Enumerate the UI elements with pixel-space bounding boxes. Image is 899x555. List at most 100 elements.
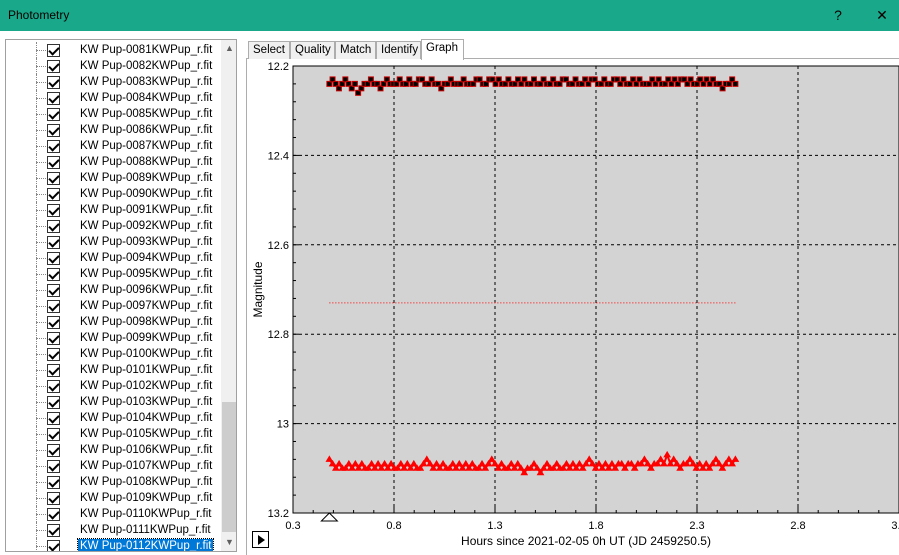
x-tick-label: 0.3 bbox=[285, 520, 300, 532]
target-point bbox=[348, 464, 356, 471]
file-checkbox[interactable] bbox=[47, 204, 60, 217]
file-list-item[interactable]: KW Pup-0109KWPup_r.fit bbox=[6, 490, 220, 506]
comparison-point bbox=[620, 76, 627, 83]
file-checkbox[interactable] bbox=[47, 44, 60, 57]
file-list-item[interactable]: KW Pup-0098KWPup_r.fit bbox=[6, 314, 220, 330]
file-label: KW Pup-0082KWPup_r.fit bbox=[80, 60, 213, 72]
file-checkbox[interactable] bbox=[47, 396, 60, 409]
file-checkbox[interactable] bbox=[47, 188, 60, 201]
tree-branch bbox=[36, 82, 48, 83]
file-list-item[interactable]: KW Pup-0103KWPup_r.fit bbox=[6, 394, 220, 410]
file-checkbox[interactable] bbox=[47, 332, 60, 345]
close-button[interactable]: ✕ bbox=[876, 7, 888, 23]
file-list-item[interactable]: KW Pup-0108KWPup_r.fit bbox=[6, 474, 220, 490]
file-checkbox[interactable] bbox=[47, 60, 60, 73]
comparison-point bbox=[716, 80, 723, 87]
tree-branch bbox=[36, 130, 48, 131]
file-checkbox[interactable] bbox=[47, 460, 60, 473]
target-point bbox=[601, 459, 610, 467]
file-checkbox[interactable] bbox=[47, 284, 60, 297]
file-list-item[interactable]: KW Pup-0095KWPup_r.fit bbox=[6, 266, 220, 282]
file-checkbox[interactable] bbox=[47, 524, 60, 537]
scroll-up-arrow-icon[interactable]: ▲ bbox=[225, 43, 234, 53]
file-list-item[interactable]: KW Pup-0105KWPup_r.fit bbox=[6, 426, 220, 442]
file-checkbox[interactable] bbox=[47, 428, 60, 441]
file-list-item[interactable]: KW Pup-0110KWPup_r.fit bbox=[6, 506, 220, 522]
file-list-item[interactable]: KW Pup-0085KWPup_r.fit bbox=[6, 106, 220, 122]
target-point bbox=[598, 464, 607, 471]
file-checkbox[interactable] bbox=[47, 540, 60, 551]
file-list-item[interactable]: KW Pup-0093KWPup_r.fit bbox=[6, 234, 220, 250]
file-list-item[interactable]: KW Pup-0090KWPup_r.fit bbox=[6, 186, 220, 202]
file-list-item[interactable]: KW Pup-0088KWPup_r.fit bbox=[6, 154, 220, 170]
target-point bbox=[448, 459, 457, 467]
file-list[interactable]: KW Pup-0081KWPup_r.fit KW Pup-0082KWPup_r… bbox=[5, 39, 237, 552]
play-button[interactable] bbox=[252, 531, 269, 548]
file-checkbox[interactable] bbox=[47, 380, 60, 393]
file-checkbox[interactable] bbox=[47, 124, 60, 137]
tree-branch bbox=[36, 466, 48, 467]
file-list-item[interactable]: KW Pup-0082KWPup_r.fit bbox=[6, 58, 220, 74]
file-checkbox[interactable] bbox=[47, 300, 60, 313]
tab-graph[interactable]: Graph bbox=[421, 39, 464, 60]
comparison-point bbox=[521, 76, 528, 83]
target-point bbox=[718, 464, 727, 471]
file-list-item[interactable]: KW Pup-0101KWPup_r.fit bbox=[6, 362, 220, 378]
file-list-item[interactable]: KW Pup-0106KWPup_r.fit bbox=[6, 442, 220, 458]
tab-match[interactable]: Match bbox=[335, 41, 376, 59]
file-list-item[interactable]: KW Pup-0111KWPup_r.fit bbox=[6, 522, 220, 538]
time-marker-icon[interactable] bbox=[320, 512, 339, 522]
file-list-item[interactable]: KW Pup-0112KWPup_r.fit bbox=[6, 538, 220, 551]
file-checkbox[interactable] bbox=[47, 156, 60, 169]
file-list-item[interactable]: KW Pup-0100KWPup_r.fit bbox=[6, 346, 220, 362]
file-checkbox[interactable] bbox=[47, 172, 60, 185]
target-point bbox=[458, 464, 467, 471]
tab-select[interactable]: Select bbox=[248, 41, 290, 59]
tab-quality[interactable]: Quality bbox=[290, 41, 335, 59]
file-list-item[interactable]: KW Pup-0091KWPup_r.fit bbox=[6, 202, 220, 218]
tab-identify[interactable]: Identify bbox=[376, 41, 421, 59]
scroll-thumb[interactable] bbox=[222, 402, 236, 532]
file-checkbox[interactable] bbox=[47, 268, 60, 281]
file-checkbox[interactable] bbox=[47, 492, 60, 505]
file-checkbox[interactable] bbox=[47, 252, 60, 265]
file-list-scrollbar[interactable]: ▲ ▼ bbox=[221, 40, 236, 551]
comparison-point bbox=[665, 76, 672, 83]
comparison-point bbox=[527, 80, 534, 87]
file-checkbox[interactable] bbox=[47, 444, 60, 457]
file-checkbox[interactable] bbox=[47, 364, 60, 377]
scroll-down-arrow-icon[interactable]: ▼ bbox=[225, 537, 234, 547]
target-point bbox=[504, 464, 512, 471]
file-list-item[interactable]: KW Pup-0092KWPup_r.fit bbox=[6, 218, 220, 234]
target-point bbox=[582, 459, 590, 467]
file-list-item[interactable]: KW Pup-0094KWPup_r.fit bbox=[6, 250, 220, 266]
file-checkbox[interactable] bbox=[47, 140, 60, 153]
file-list-item[interactable]: KW Pup-0099KWPup_r.fit bbox=[6, 330, 220, 346]
file-list-item[interactable]: KW Pup-0086KWPup_r.fit bbox=[6, 122, 220, 138]
file-checkbox[interactable] bbox=[47, 348, 60, 361]
target-point bbox=[699, 464, 707, 471]
file-list-item[interactable]: KW Pup-0107KWPup_r.fit bbox=[6, 458, 220, 474]
target-point bbox=[530, 459, 538, 467]
file-checkbox[interactable] bbox=[47, 92, 60, 105]
file-list-item[interactable]: KW Pup-0083KWPup_r.fit bbox=[6, 74, 220, 90]
file-label: KW Pup-0099KWPup_r.fit bbox=[80, 332, 213, 344]
help-button[interactable]: ? bbox=[834, 7, 842, 23]
file-checkbox[interactable] bbox=[47, 236, 60, 249]
comparison-point bbox=[706, 80, 713, 87]
file-list-item[interactable]: KW Pup-0104KWPup_r.fit bbox=[6, 410, 220, 426]
file-checkbox[interactable] bbox=[47, 220, 60, 233]
file-checkbox[interactable] bbox=[47, 412, 60, 425]
file-list-item[interactable]: KW Pup-0081KWPup_r.fit bbox=[6, 42, 220, 58]
file-list-item[interactable]: KW Pup-0102KWPup_r.fit bbox=[6, 378, 220, 394]
file-checkbox[interactable] bbox=[47, 76, 60, 89]
file-list-item[interactable]: KW Pup-0097KWPup_r.fit bbox=[6, 298, 220, 314]
file-list-item[interactable]: KW Pup-0084KWPup_r.fit bbox=[6, 90, 220, 106]
file-checkbox[interactable] bbox=[47, 508, 60, 521]
file-list-item[interactable]: KW Pup-0096KWPup_r.fit bbox=[6, 282, 220, 298]
file-checkbox[interactable] bbox=[47, 476, 60, 489]
file-checkbox[interactable] bbox=[47, 316, 60, 329]
file-checkbox[interactable] bbox=[47, 108, 60, 121]
file-list-item[interactable]: KW Pup-0087KWPup_r.fit bbox=[6, 138, 220, 154]
file-list-item[interactable]: KW Pup-0089KWPup_r.fit bbox=[6, 170, 220, 186]
